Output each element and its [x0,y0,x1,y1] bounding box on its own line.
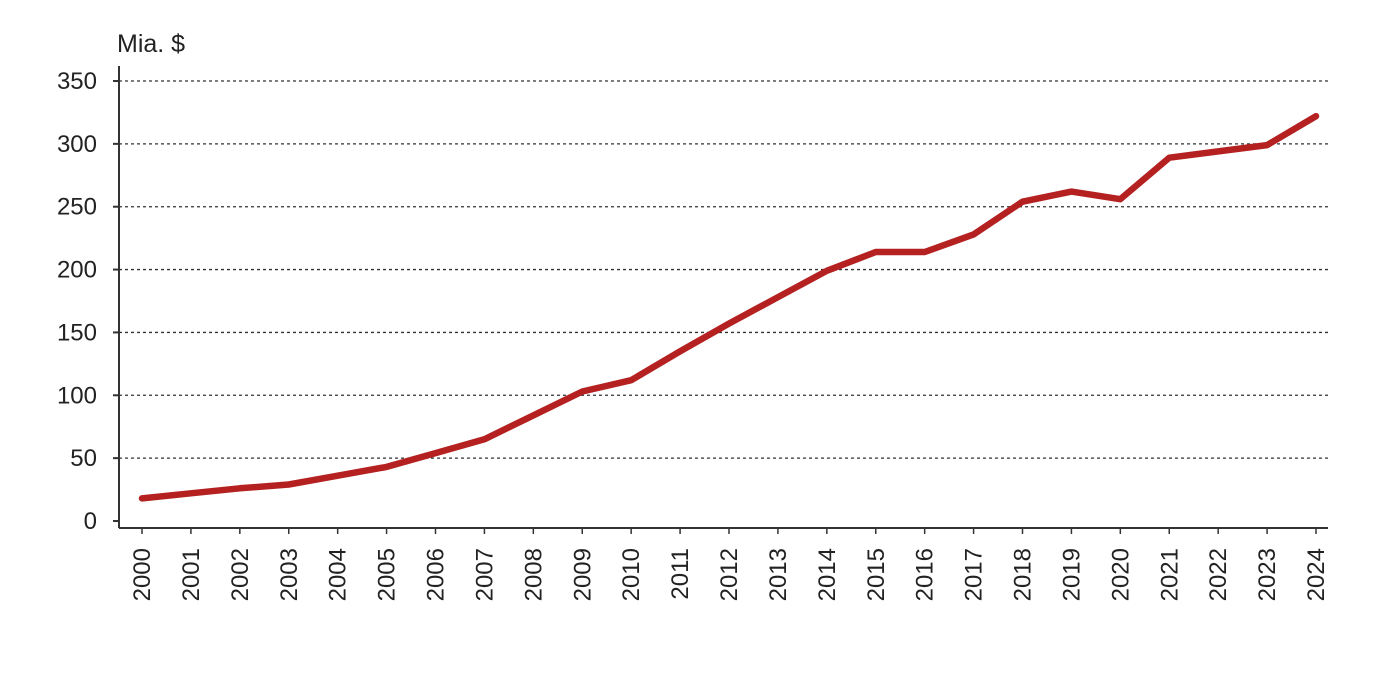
x-tick-label: 2001 [178,548,205,601]
x-tick-label: 2020 [1107,548,1134,601]
y-tick-label: 300 [57,131,97,158]
y-axis-unit-label: Mia. $ [117,30,185,58]
gridlines [119,80,1328,459]
x-tick-label: 2012 [716,548,743,601]
x-tick-label: 2013 [765,548,792,601]
x-tick-label: 2000 [129,548,156,601]
x-tick-label: 2021 [1156,548,1183,601]
x-axis-ticks: 2000 2001 2002 2003 2004 2005 2006 2007 2008 2009… [129,528,1330,601]
x-tick-label: 2007 [471,548,498,601]
y-tick-label: 0 [84,508,97,535]
series-line [138,112,1320,502]
x-tick-label: 2016 [912,548,939,601]
y-tick-label: 100 [57,382,97,409]
y-tick-label: 50 [70,445,97,472]
x-tick-label: 2019 [1058,548,1085,601]
x-tick-label: 2005 [374,548,401,601]
series-layer [138,112,1320,502]
x-tick-label: 2008 [520,548,547,601]
x-tick-label: 2003 [276,548,303,601]
y-tick-label: 250 [57,194,97,221]
x-tick-label: 2011 [667,548,694,600]
y-tick-label: 150 [57,319,97,346]
x-tick-label: 2015 [863,548,890,601]
x-tick-label: 2004 [325,548,352,601]
x-tick-label: 2022 [1205,548,1232,601]
x-tick-label: 2010 [618,548,645,601]
y-tick-label: 350 [57,68,97,95]
y-axis-ticks: 0 50 100 150 200 250 300 350 [57,68,119,535]
x-tick-label: 2009 [569,548,596,601]
x-tick-label: 2017 [961,548,988,601]
y-tick-label: 200 [57,257,97,284]
x-tick-label: 2006 [423,548,450,601]
x-tick-label: 2023 [1254,548,1281,601]
x-tick-label: 2002 [227,548,254,601]
x-tick-label: 2024 [1303,548,1330,601]
x-tick-label: 2018 [1010,548,1037,601]
x-tick-label: 2014 [814,548,841,601]
